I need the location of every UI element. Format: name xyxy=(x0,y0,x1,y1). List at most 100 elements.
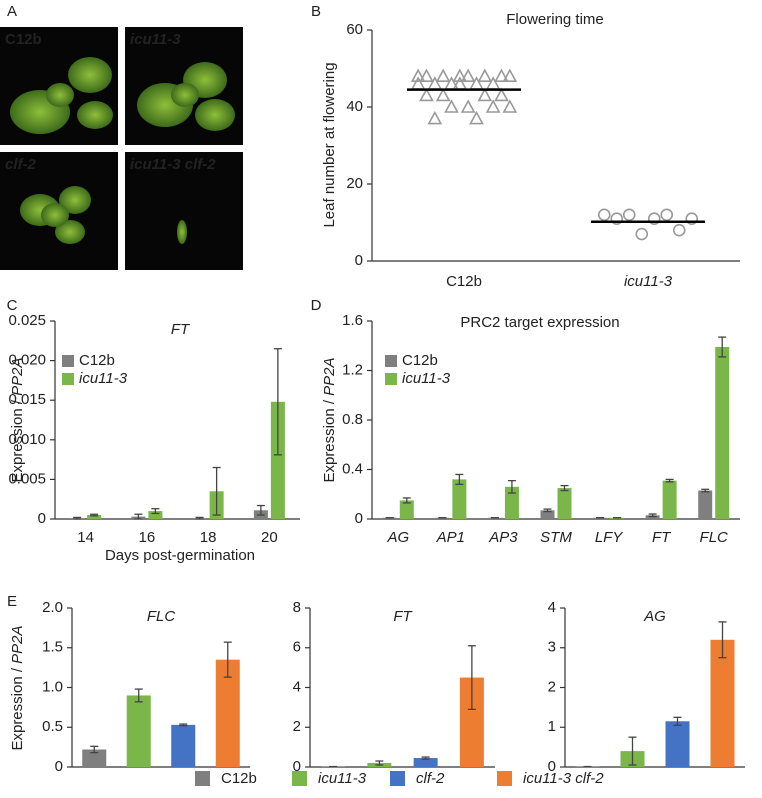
chart-title: FT xyxy=(171,321,191,338)
point xyxy=(661,209,672,220)
photo-label: C12b xyxy=(5,31,42,48)
x-tick-label: C12b xyxy=(446,273,482,290)
legend-label: C12b xyxy=(402,352,438,369)
chart-title: PRC2 target expression xyxy=(460,314,619,331)
bar xyxy=(698,491,712,519)
y-tick-label: 3 xyxy=(548,639,556,656)
x-tick-label: 20 xyxy=(261,529,278,546)
chart-title: AG xyxy=(643,608,666,625)
y-tick-label: 8 xyxy=(293,599,301,616)
bar xyxy=(715,347,729,519)
y-label-text: Expression / xyxy=(321,396,338,483)
y-tick-label: 20 xyxy=(346,175,363,192)
legend-label: icu11-3 clf-2 xyxy=(523,770,604,787)
legend-label: C12b xyxy=(221,770,257,787)
x-tick-label: AP3 xyxy=(488,529,518,546)
y-axis-label: Leaf number at flowering xyxy=(321,62,338,227)
y-label-italic: PP2A xyxy=(9,357,26,395)
bar xyxy=(452,479,466,519)
x-tick-label: 18 xyxy=(200,529,217,546)
legend-label: C12b xyxy=(79,352,115,369)
bar xyxy=(127,695,151,767)
x-tick-label: AP1 xyxy=(436,529,465,546)
legend-label: icu11-3 xyxy=(79,370,128,387)
x-tick-label: FT xyxy=(652,529,672,546)
x-tick-label: icu11-3 xyxy=(624,273,673,290)
point xyxy=(446,78,458,89)
point xyxy=(487,78,499,89)
panel-letter: A xyxy=(7,3,17,20)
y-tick-label: 0 xyxy=(355,252,363,269)
legend-swatch xyxy=(390,771,405,786)
y-tick-label: 2 xyxy=(293,718,301,735)
y-tick-label: 0.4 xyxy=(342,460,363,477)
y-tick-label: 6 xyxy=(293,639,301,656)
point xyxy=(421,70,433,81)
y-tick-label: 1 xyxy=(548,718,556,735)
chart-title: FLC xyxy=(147,608,176,625)
point xyxy=(496,70,508,81)
point xyxy=(636,229,647,240)
photos xyxy=(0,27,243,270)
x-tick-label: 14 xyxy=(77,529,94,546)
point xyxy=(437,89,449,100)
x-tick-label: AG xyxy=(386,529,409,546)
y-tick-label: 0 xyxy=(38,510,46,527)
legend-label: clf-2 xyxy=(416,770,445,787)
y-label-text: Expression / xyxy=(9,664,26,751)
point xyxy=(462,70,474,81)
bar xyxy=(171,725,195,767)
point xyxy=(437,70,449,81)
y-tick-label: 1.5 xyxy=(42,639,63,656)
y-tick-label: 2 xyxy=(548,678,556,695)
y-tick-label: 0 xyxy=(355,510,363,527)
y-tick-label: 4 xyxy=(548,599,556,616)
panel-letter: E xyxy=(7,593,17,610)
point xyxy=(471,113,483,124)
y-tick-label: 0.5 xyxy=(42,718,63,735)
x-tick-label: 16 xyxy=(139,529,156,546)
legend-swatch xyxy=(497,771,512,786)
y-tick-label: 40 xyxy=(346,98,363,115)
y-label-text: Expression / xyxy=(9,396,26,483)
panel-letter: D xyxy=(311,297,322,314)
chart-title: FT xyxy=(393,608,413,625)
y-axis-label: Expression / PP2A xyxy=(321,357,338,482)
photo-label: icu11-3 clf-2 xyxy=(130,156,216,173)
bar xyxy=(663,481,677,519)
bar xyxy=(711,640,735,767)
x-tick-label: LFY xyxy=(595,529,624,546)
point xyxy=(479,70,491,81)
point xyxy=(479,89,491,100)
legend-swatch xyxy=(62,355,74,367)
y-tick-label: 4 xyxy=(293,678,301,695)
legend-swatch xyxy=(62,373,74,385)
point xyxy=(624,209,635,220)
y-tick-label: 2.0 xyxy=(42,599,63,616)
y-tick-label: 60 xyxy=(346,21,363,38)
legend-label: icu11-3 xyxy=(402,370,451,387)
point xyxy=(674,225,685,236)
y-tick-label: 0.8 xyxy=(342,411,363,428)
point xyxy=(599,209,610,220)
x-axis-label: Days post-germination xyxy=(105,547,255,564)
legend-swatch xyxy=(385,373,397,385)
point xyxy=(504,70,516,81)
y-label-text: Leaf number at flowering xyxy=(321,62,338,227)
panel-letter: B xyxy=(311,3,321,20)
y-tick-label: 0 xyxy=(55,758,63,775)
point xyxy=(471,78,483,89)
x-tick-label: STM xyxy=(540,529,572,546)
point xyxy=(462,101,474,112)
x-tick-label: FLC xyxy=(700,529,729,546)
bar xyxy=(666,721,690,767)
chart-title: Flowering time xyxy=(506,11,604,28)
y-axis-label: Expression / PP2A xyxy=(9,357,26,482)
point xyxy=(421,89,433,100)
point xyxy=(446,101,458,112)
photo-label: clf-2 xyxy=(5,156,37,173)
y-label-italic: PP2A xyxy=(321,357,338,395)
y-tick-label: 1.0 xyxy=(42,678,63,695)
legend-label: icu11-3 xyxy=(318,770,367,787)
